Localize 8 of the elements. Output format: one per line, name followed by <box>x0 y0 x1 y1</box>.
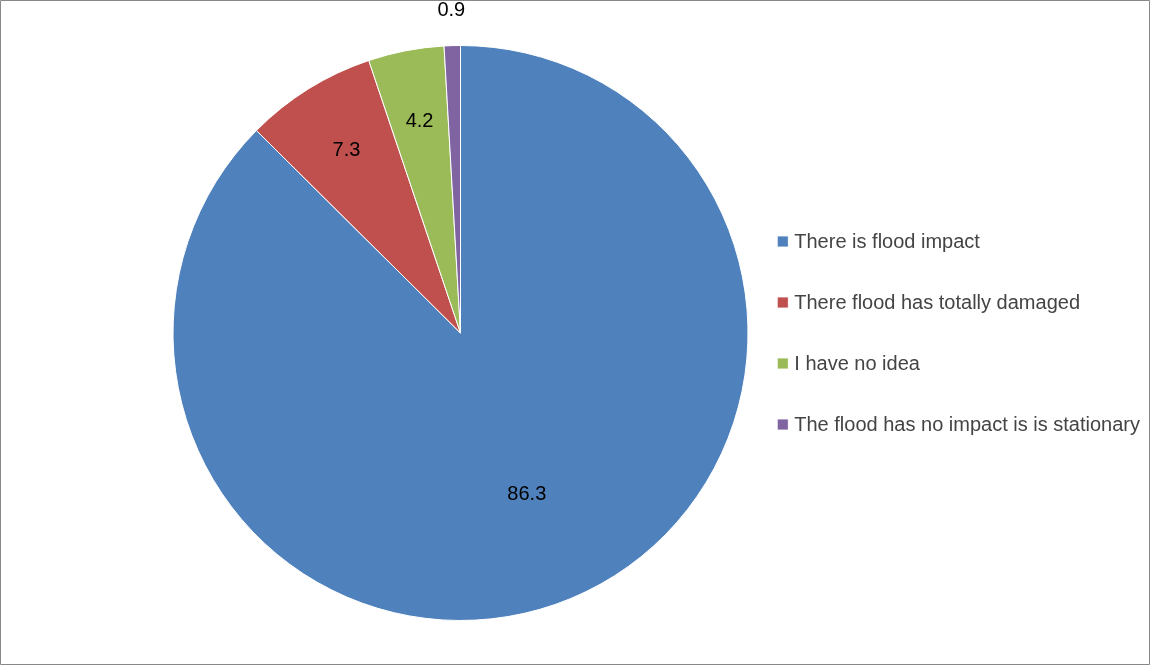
legend-label: There is flood impact <box>794 229 980 253</box>
data-label: 7.3 <box>332 137 361 160</box>
legend-label: I have no idea <box>794 351 920 375</box>
legend-label: There flood has totally damaged <box>794 290 1080 314</box>
data-label: 86.3 <box>507 482 547 505</box>
data-label: 0.9 <box>437 0 466 21</box>
legend-label: The flood has no impact is is stationary <box>794 412 1140 436</box>
data-label: 4.2 <box>405 109 434 132</box>
